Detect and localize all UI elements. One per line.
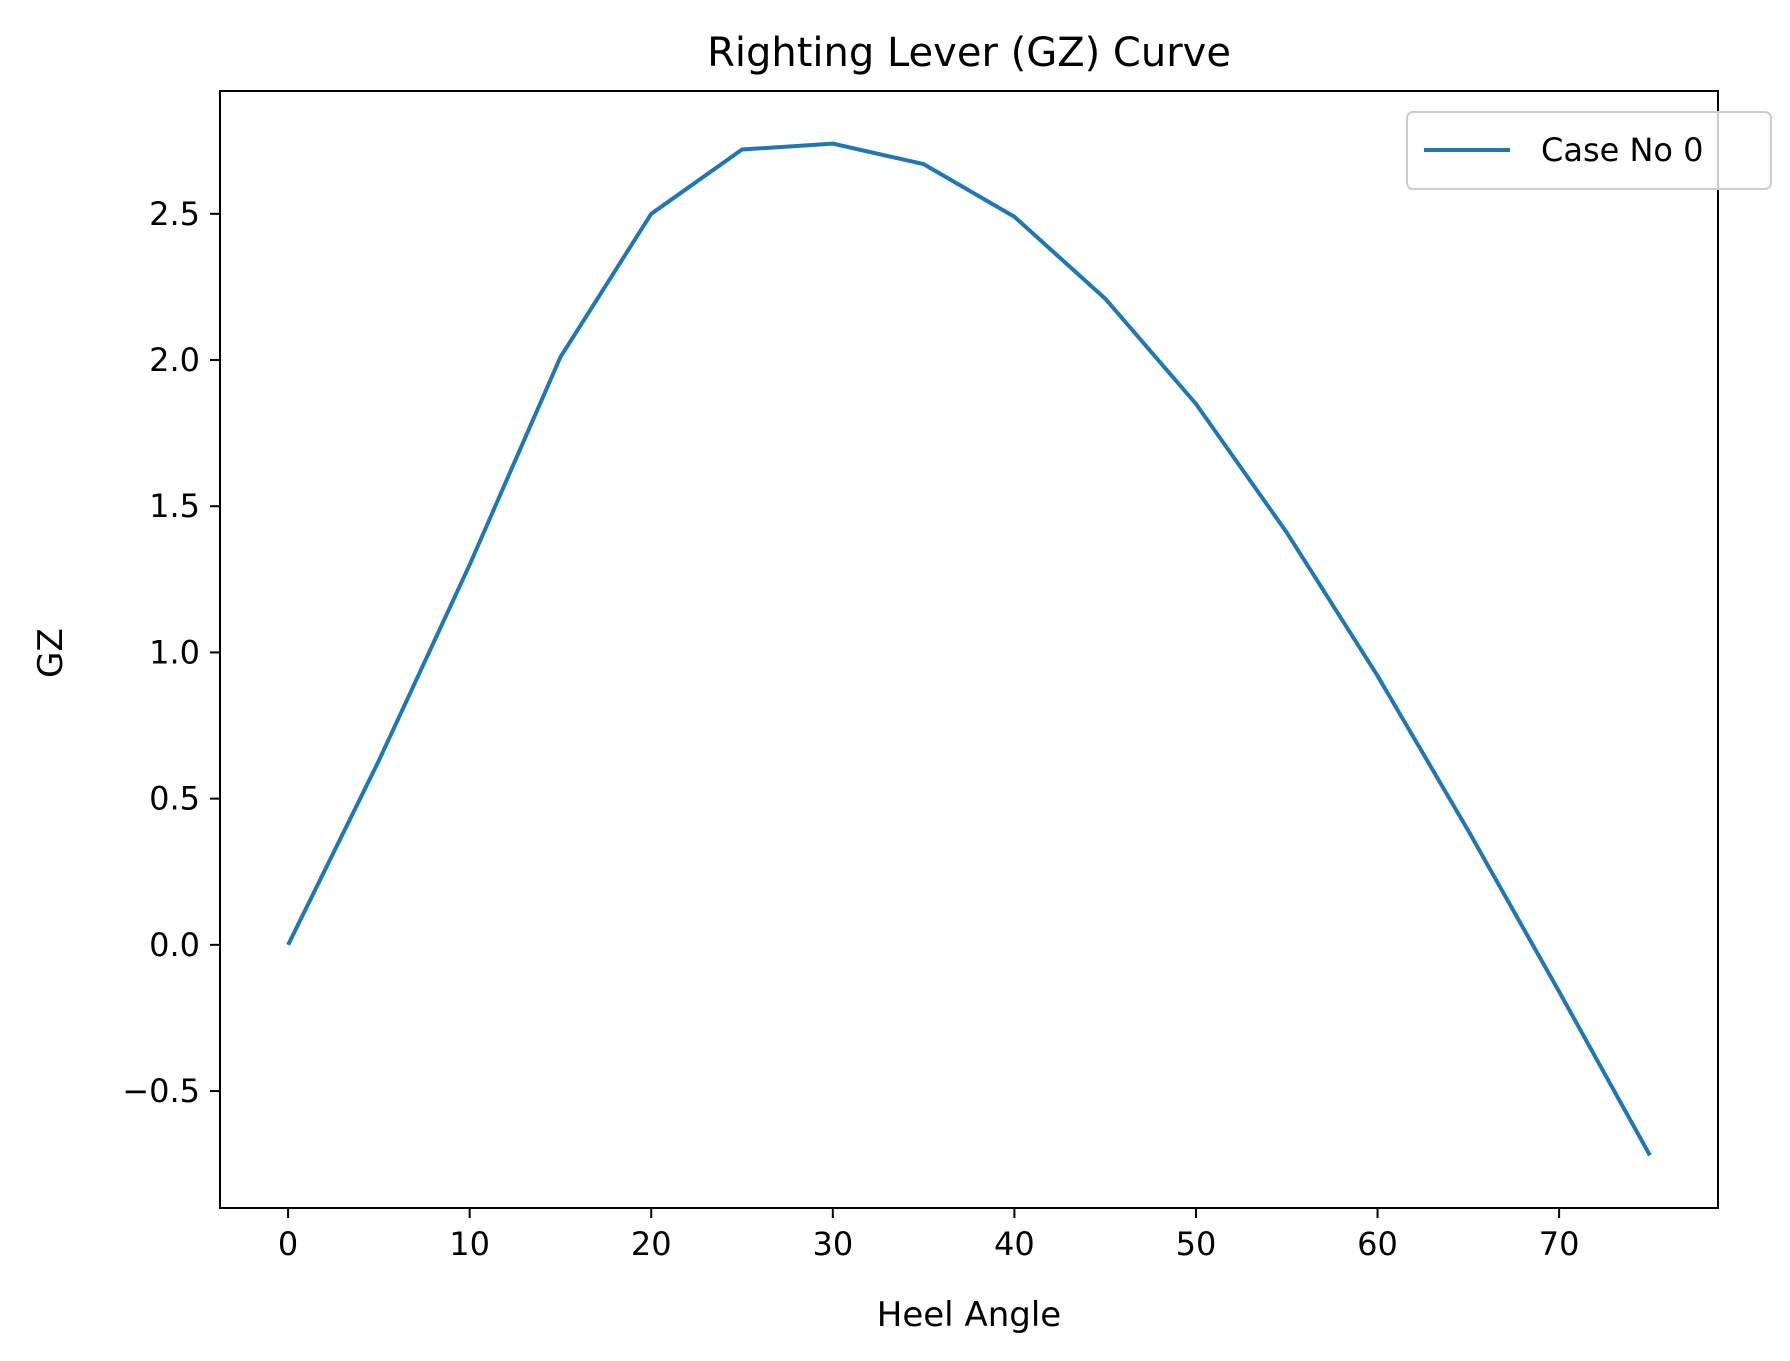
plot-area — [219, 90, 1719, 1209]
x-tick-label: 10 — [449, 1225, 490, 1263]
x-tick-label: 20 — [631, 1225, 672, 1263]
y-tick-label: 2.5 — [149, 195, 200, 233]
legend-label: Case No 0 — [1541, 131, 1704, 169]
y-tick-label: 1.5 — [149, 487, 200, 525]
x-tick-label: 30 — [812, 1225, 853, 1263]
x-tick-label: 70 — [1539, 1225, 1580, 1263]
x-tick-label: 40 — [994, 1225, 1035, 1263]
y-tick-label: 0.5 — [149, 780, 200, 818]
y-axis-label: GZ — [31, 628, 71, 678]
y-tick-label: 2.0 — [149, 341, 200, 379]
x-tick-label: 0 — [278, 1225, 298, 1263]
x-axis-label: Heel Angle — [877, 1295, 1061, 1335]
x-tick-label: 50 — [1176, 1225, 1217, 1263]
y-axis-ticks: −0.5 0.0 0.5 1.0 1.5 2.0 2.5 — [122, 195, 220, 1110]
y-tick-label: −0.5 — [122, 1072, 200, 1110]
legend: Case No 0 — [1406, 111, 1772, 190]
series-line — [286, 141, 1652, 1157]
plot-frame — [219, 90, 1719, 1209]
series-layer — [286, 141, 1652, 1157]
x-tick-label: 60 — [1357, 1225, 1398, 1263]
y-tick-label: 0.0 — [149, 926, 200, 964]
y-tick-label: 1.0 — [149, 633, 200, 671]
legend-box — [1406, 111, 1772, 190]
chart-title: Righting Lever (GZ) Curve — [707, 30, 1231, 76]
x-axis-ticks: 0 10 20 30 40 50 60 70 — [278, 1208, 1580, 1263]
